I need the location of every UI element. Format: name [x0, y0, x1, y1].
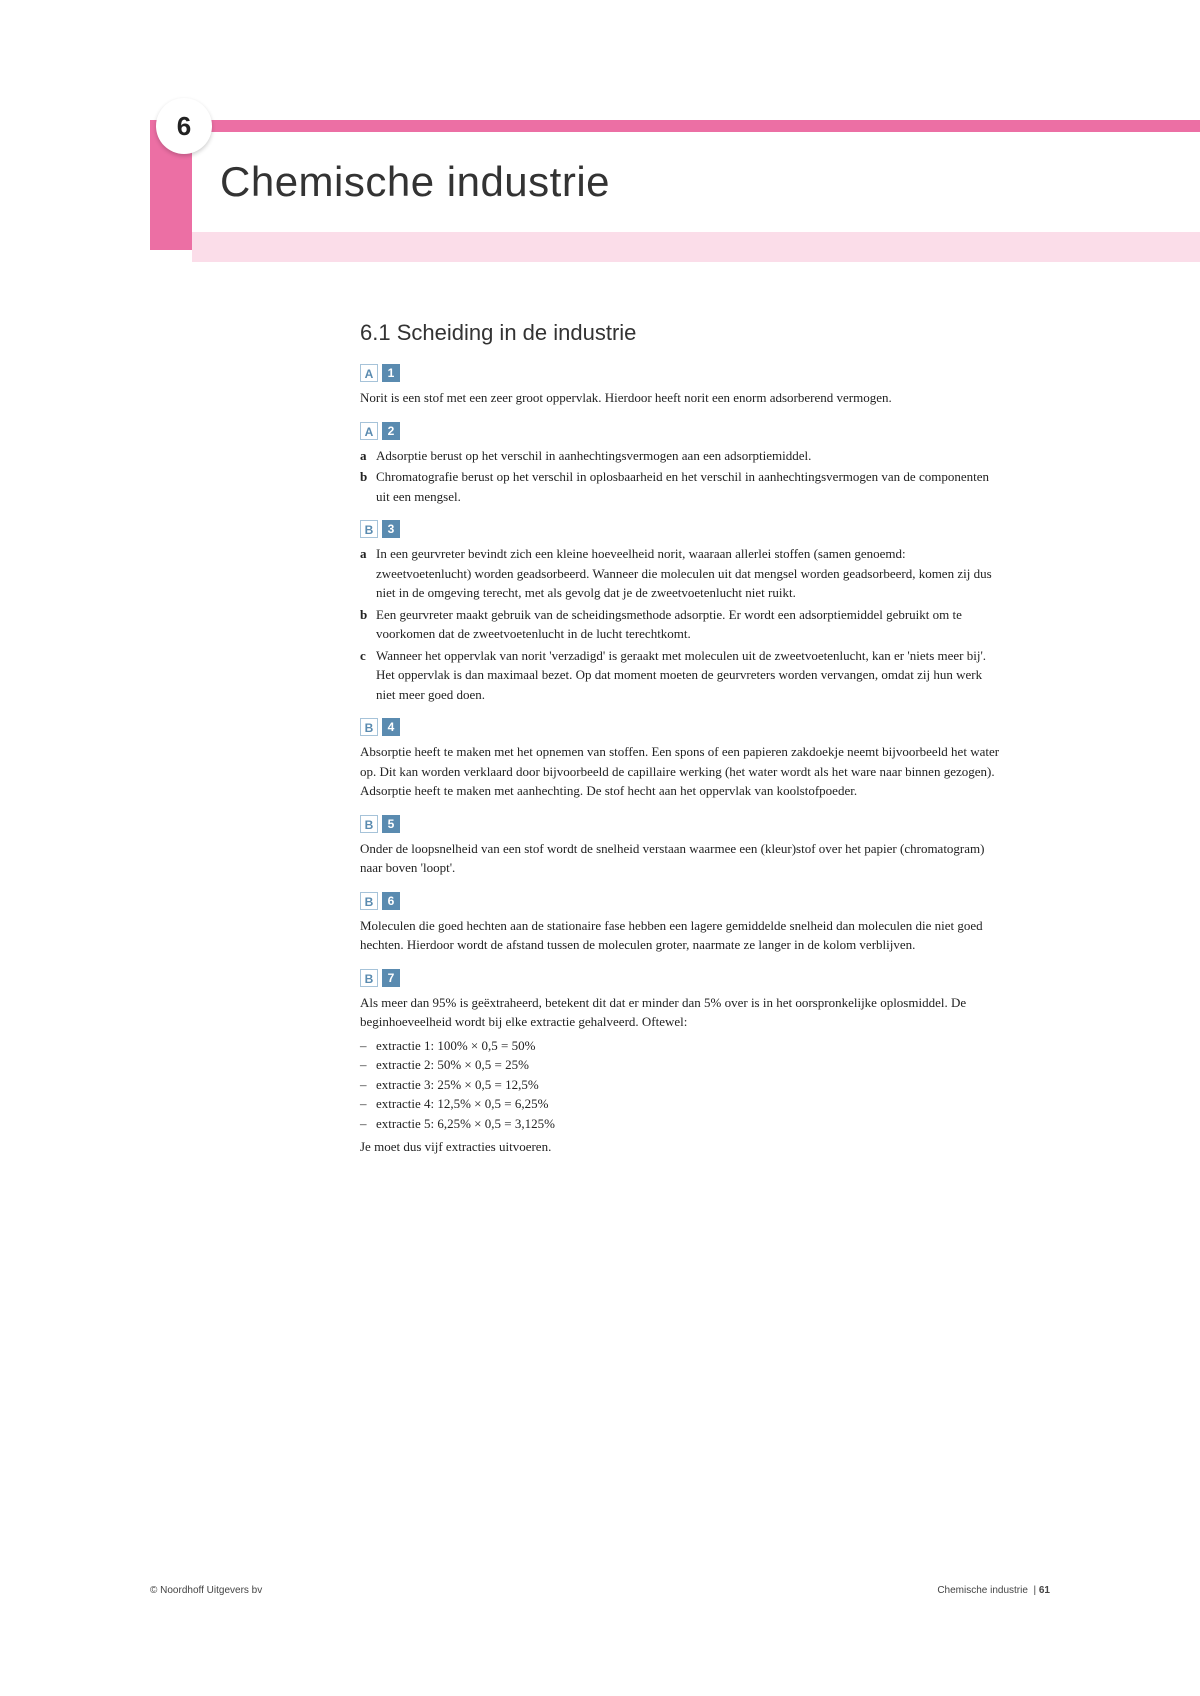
question-number-badge: 6	[382, 892, 400, 910]
level-badge: B	[360, 969, 378, 987]
calculation-line: –extractie 3: 25% × 0,5 = 12,5%	[360, 1075, 1000, 1095]
level-badge: A	[360, 422, 378, 440]
calculation-text: extractie 3: 25% × 0,5 = 12,5%	[376, 1075, 539, 1095]
header-subbar	[192, 232, 1200, 262]
level-badge: B	[360, 520, 378, 538]
level-badge: B	[360, 892, 378, 910]
sub-answer-item: aIn een geurvreter bevindt zich een klei…	[360, 544, 1000, 603]
level-badge: A	[360, 364, 378, 382]
answer-paragraph: Onder de loopsnelheid van een stof wordt…	[360, 839, 1000, 878]
calculation-line: –extractie 2: 50% × 0,5 = 25%	[360, 1055, 1000, 1075]
answer-paragraph: Absorptie heeft te maken met het opnemen…	[360, 742, 1000, 801]
question-number-badge: 7	[382, 969, 400, 987]
sub-answer-item: aAdsorptie berust op het verschil in aan…	[360, 446, 1000, 466]
sub-answer-label: c	[360, 646, 376, 705]
question-number-badge: 4	[382, 718, 400, 736]
content-column: 6.1 Scheiding in de industrie A1Norit is…	[360, 320, 1000, 1161]
sub-answer-text: Een geurvreter maakt gebruik van de sche…	[376, 605, 1000, 644]
dash-mark: –	[360, 1094, 376, 1114]
sub-answer-text: In een geurvreter bevindt zich een klein…	[376, 544, 1000, 603]
question-number-badge: 3	[382, 520, 400, 538]
footer-publisher: © Noordhoff Uitgevers bv	[150, 1585, 262, 1596]
calculation-text: extractie 4: 12,5% × 0,5 = 6,25%	[376, 1094, 548, 1114]
dash-mark: –	[360, 1055, 376, 1075]
sub-answer-text: Adsorptie berust op het verschil in aanh…	[376, 446, 1000, 466]
sub-answer-label: b	[360, 467, 376, 506]
footer-page-label: Chemische industrie | 61	[937, 1585, 1050, 1596]
answer-paragraph: Als meer dan 95% is geëxtraheerd, beteke…	[360, 993, 1000, 1032]
sub-answer-list: aAdsorptie berust op het verschil in aan…	[360, 446, 1000, 507]
calculation-list: –extractie 1: 100% × 0,5 = 50%–extractie…	[360, 1036, 1000, 1134]
question-badge-row: B3	[360, 520, 1000, 538]
sub-answer-text: Wanneer het oppervlak van norit 'verzadi…	[376, 646, 1000, 705]
level-badge: B	[360, 718, 378, 736]
sub-answer-label: b	[360, 605, 376, 644]
sub-answer-label: a	[360, 544, 376, 603]
question-badge-row: B6	[360, 892, 1000, 910]
question-blocks: A1Norit is een stof met een zeer groot o…	[360, 364, 1000, 1157]
answer-paragraph: Norit is een stof met een zeer groot opp…	[360, 388, 1000, 408]
calculation-text: extractie 1: 100% × 0,5 = 50%	[376, 1036, 535, 1056]
question-number-badge: 2	[382, 422, 400, 440]
chapter-number-badge: 6	[156, 98, 212, 154]
chapter-title: Chemische industrie	[220, 158, 610, 206]
question-badge-row: A1	[360, 364, 1000, 382]
calculation-line: –extractie 5: 6,25% × 0,5 = 3,125%	[360, 1114, 1000, 1134]
question-badge-row: B7	[360, 969, 1000, 987]
sub-answer-text: Chromatografie berust op het verschil in…	[376, 467, 1000, 506]
footer-chapter-name: Chemische industrie	[937, 1585, 1028, 1596]
dash-mark: –	[360, 1036, 376, 1056]
section-title: 6.1 Scheiding in de industrie	[360, 320, 1000, 346]
sub-answer-list: aIn een geurvreter bevindt zich een klei…	[360, 544, 1000, 704]
answer-conclusion: Je moet dus vijf extracties uitvoeren.	[360, 1137, 1000, 1157]
question-number-badge: 1	[382, 364, 400, 382]
page: 6 Chemische industrie 6.1 Scheiding in d…	[0, 0, 1200, 1696]
question-badge-row: A2	[360, 422, 1000, 440]
calculation-line: –extractie 4: 12,5% × 0,5 = 6,25%	[360, 1094, 1000, 1114]
question-badge-row: B5	[360, 815, 1000, 833]
sub-answer-item: bEen geurvreter maakt gebruik van de sch…	[360, 605, 1000, 644]
calculation-line: –extractie 1: 100% × 0,5 = 50%	[360, 1036, 1000, 1056]
sub-answer-item: cWanneer het oppervlak van norit 'verzad…	[360, 646, 1000, 705]
sub-answer-item: bChromatografie berust op het verschil i…	[360, 467, 1000, 506]
question-number-badge: 5	[382, 815, 400, 833]
calculation-text: extractie 2: 50% × 0,5 = 25%	[376, 1055, 529, 1075]
calculation-text: extractie 5: 6,25% × 0,5 = 3,125%	[376, 1114, 555, 1134]
question-badge-row: B4	[360, 718, 1000, 736]
chapter-number: 6	[177, 111, 191, 142]
chapter-title-box: Chemische industrie	[192, 132, 1200, 232]
page-footer: © Noordhoff Uitgevers bv Chemische indus…	[150, 1585, 1050, 1596]
sub-answer-label: a	[360, 446, 376, 466]
answer-paragraph: Moleculen die goed hechten aan de statio…	[360, 916, 1000, 955]
dash-mark: –	[360, 1075, 376, 1095]
footer-page-number: 61	[1039, 1585, 1050, 1596]
level-badge: B	[360, 815, 378, 833]
dash-mark: –	[360, 1114, 376, 1134]
